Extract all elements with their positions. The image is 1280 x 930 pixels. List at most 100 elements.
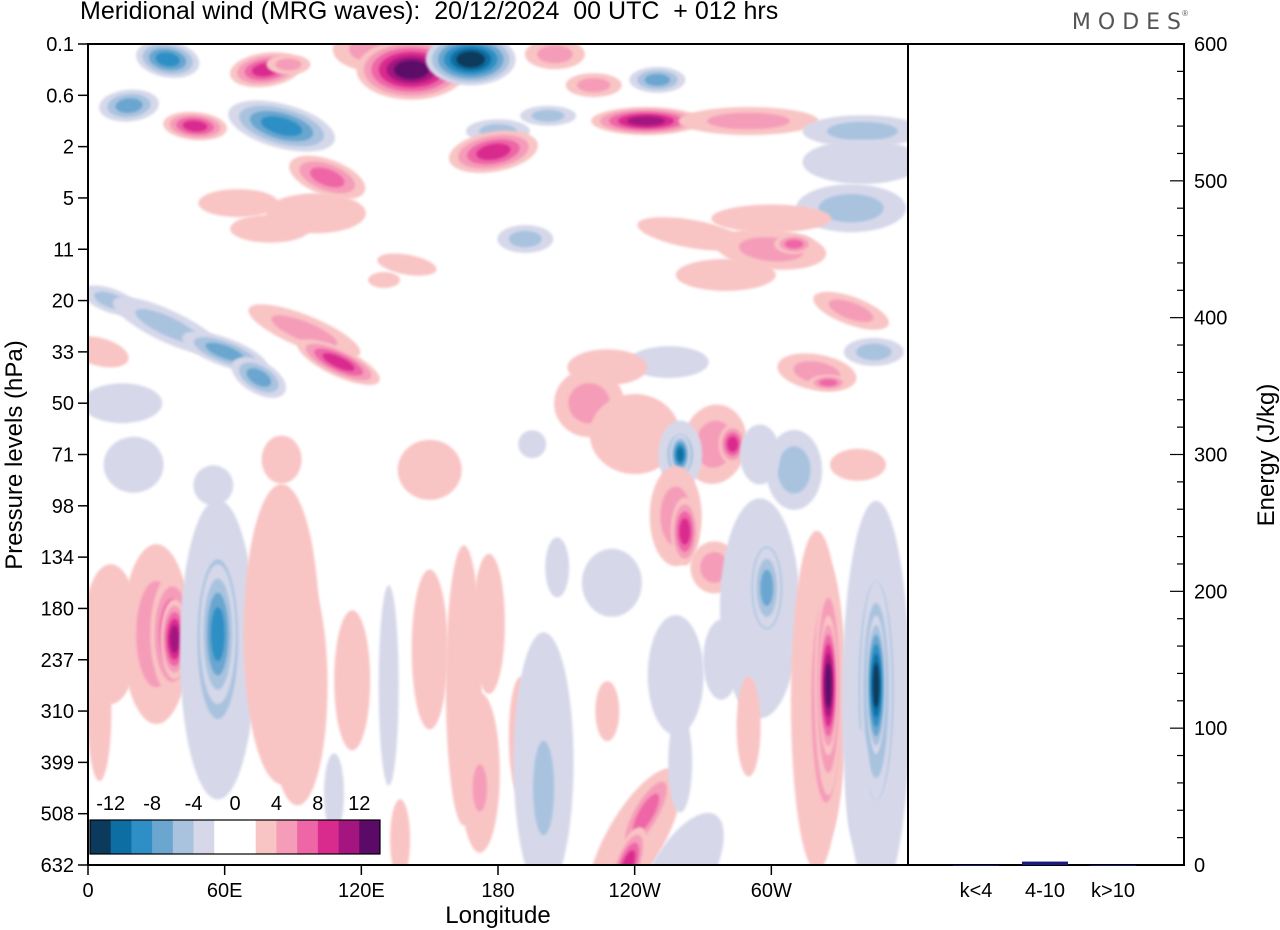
energy-tick-label: 0 — [1194, 855, 1205, 877]
contour-patch — [711, 204, 832, 233]
contour-patch — [88, 383, 163, 424]
chart-title: Meridional wind (MRG waves): 20/12/2024 … — [80, 0, 779, 25]
brand-logo: MODES — [1071, 10, 1188, 35]
energy-tick-label: 200 — [1194, 581, 1227, 603]
contour-patch — [827, 121, 898, 141]
contour-patch — [829, 448, 886, 481]
energy-bar — [953, 865, 999, 866]
contour-patch — [261, 435, 302, 484]
contour-patch — [828, 299, 874, 323]
colorbar-swatch — [110, 820, 132, 854]
contour-patch — [476, 143, 511, 160]
contour-patch — [595, 681, 620, 742]
y-axis-title: Pressure levels (hPa) — [1, 340, 28, 569]
contour-patch — [531, 109, 565, 122]
contour-patch — [845, 728, 870, 848]
contour-patch — [230, 214, 311, 243]
energy-category-labels: k<4 4-10 k>10 — [960, 880, 1135, 902]
contour-patch — [88, 641, 112, 782]
contour-patch — [115, 98, 143, 113]
energy-axis-title: Energy (J/kg) — [1253, 384, 1280, 527]
x-axis-title: Longitude — [445, 902, 550, 929]
energy-plot-frame — [907, 43, 1185, 866]
pressure-tick-label: 20 — [52, 291, 74, 313]
contour-patch — [644, 74, 671, 86]
contour-patch — [533, 740, 555, 836]
energy-category-label: k<4 — [960, 880, 993, 902]
contour-patch — [636, 812, 724, 865]
contour-patch — [577, 78, 611, 93]
pressure-tick-label: 5 — [63, 188, 74, 210]
colorbar-swatch — [297, 820, 319, 854]
pressure-tick-label: 0.6 — [46, 85, 74, 107]
colorbar-frame — [89, 819, 381, 855]
contour-patch — [675, 258, 776, 291]
pressure-tick-label: 134 — [41, 547, 74, 569]
energy-bars — [953, 861, 1136, 866]
contour-patch — [676, 447, 684, 462]
contour-patch — [322, 353, 355, 371]
energy-bar — [1022, 861, 1068, 865]
contour-patch — [581, 548, 642, 617]
contour-patch — [267, 565, 328, 806]
colorbar-label: 12 — [348, 793, 370, 815]
contour-patch — [785, 239, 804, 249]
contour-patch — [275, 58, 302, 71]
contour-patch — [198, 189, 279, 218]
contour-patch — [627, 116, 665, 126]
contour-patch — [679, 518, 691, 545]
colorbar-legend: -12 -8 -4 0 4 8 12 — [89, 793, 381, 855]
contour-patch — [856, 343, 892, 361]
contour-patch — [394, 60, 429, 80]
pressure-tick-label: 237 — [41, 650, 74, 672]
colorbar-swatch — [338, 820, 360, 854]
contour-patch — [155, 52, 180, 67]
contour-patch — [334, 610, 371, 751]
longitude-tick-label: 120W — [609, 880, 661, 902]
contour-patch — [182, 120, 208, 132]
contour-patch — [872, 663, 880, 708]
colorbar-swatch — [317, 820, 339, 854]
colorbar-label: -12 — [96, 793, 125, 815]
contour-patch — [324, 753, 344, 834]
energy-category-label: 4-10 — [1025, 880, 1065, 902]
pressure-tick-label: 71 — [52, 445, 74, 467]
contour-patch — [377, 253, 437, 276]
energy-axis-labels: 0 100 200 300 400 500 600 — [1194, 34, 1227, 877]
longitude-tick-label: 120E — [338, 880, 385, 902]
contour-patch — [819, 379, 838, 387]
pressure-tick-label: 2 — [63, 137, 74, 159]
contour-patch — [668, 712, 693, 813]
energy-axis — [1170, 43, 1184, 866]
pressure-axis: 0.1 0.6 2 5 11 20 33 50 71 98 134 180 237 310 399 508 63… — [41, 34, 88, 877]
colorbar-swatch — [193, 820, 215, 854]
colorbar-swatch — [131, 820, 153, 854]
contour-patch — [736, 676, 761, 777]
contour-patch — [397, 439, 462, 500]
colorbar-swatch — [214, 820, 236, 854]
contour-patch — [628, 346, 709, 379]
longitude-tick-label: 60W — [751, 880, 792, 902]
contour-patch — [193, 465, 234, 506]
contour-patch — [633, 793, 660, 834]
contour-patch — [802, 140, 908, 184]
contour-patch — [760, 569, 774, 607]
pressure-tick-label: 310 — [41, 701, 74, 723]
colorbar-label: -8 — [143, 793, 161, 815]
energy-bar — [1090, 865, 1136, 866]
contour-patch — [271, 315, 338, 348]
pressure-tick-label: 508 — [41, 804, 74, 826]
pressure-tick-label: 98 — [52, 496, 74, 518]
contour-patch — [390, 799, 411, 865]
contour-patch — [660, 866, 692, 916]
colorbar-label: -4 — [185, 793, 203, 815]
colorbar-swatch — [255, 820, 277, 854]
longitude-tick-label: 0 — [82, 880, 93, 902]
contour-patch — [727, 436, 738, 452]
contour-patch — [378, 585, 399, 786]
contour-patch — [472, 764, 487, 812]
brand-mark: ® — [1182, 9, 1188, 18]
energy-tick-label: 500 — [1194, 171, 1227, 193]
pressure-tick-label: 180 — [41, 598, 74, 620]
contour-patch — [88, 336, 129, 368]
